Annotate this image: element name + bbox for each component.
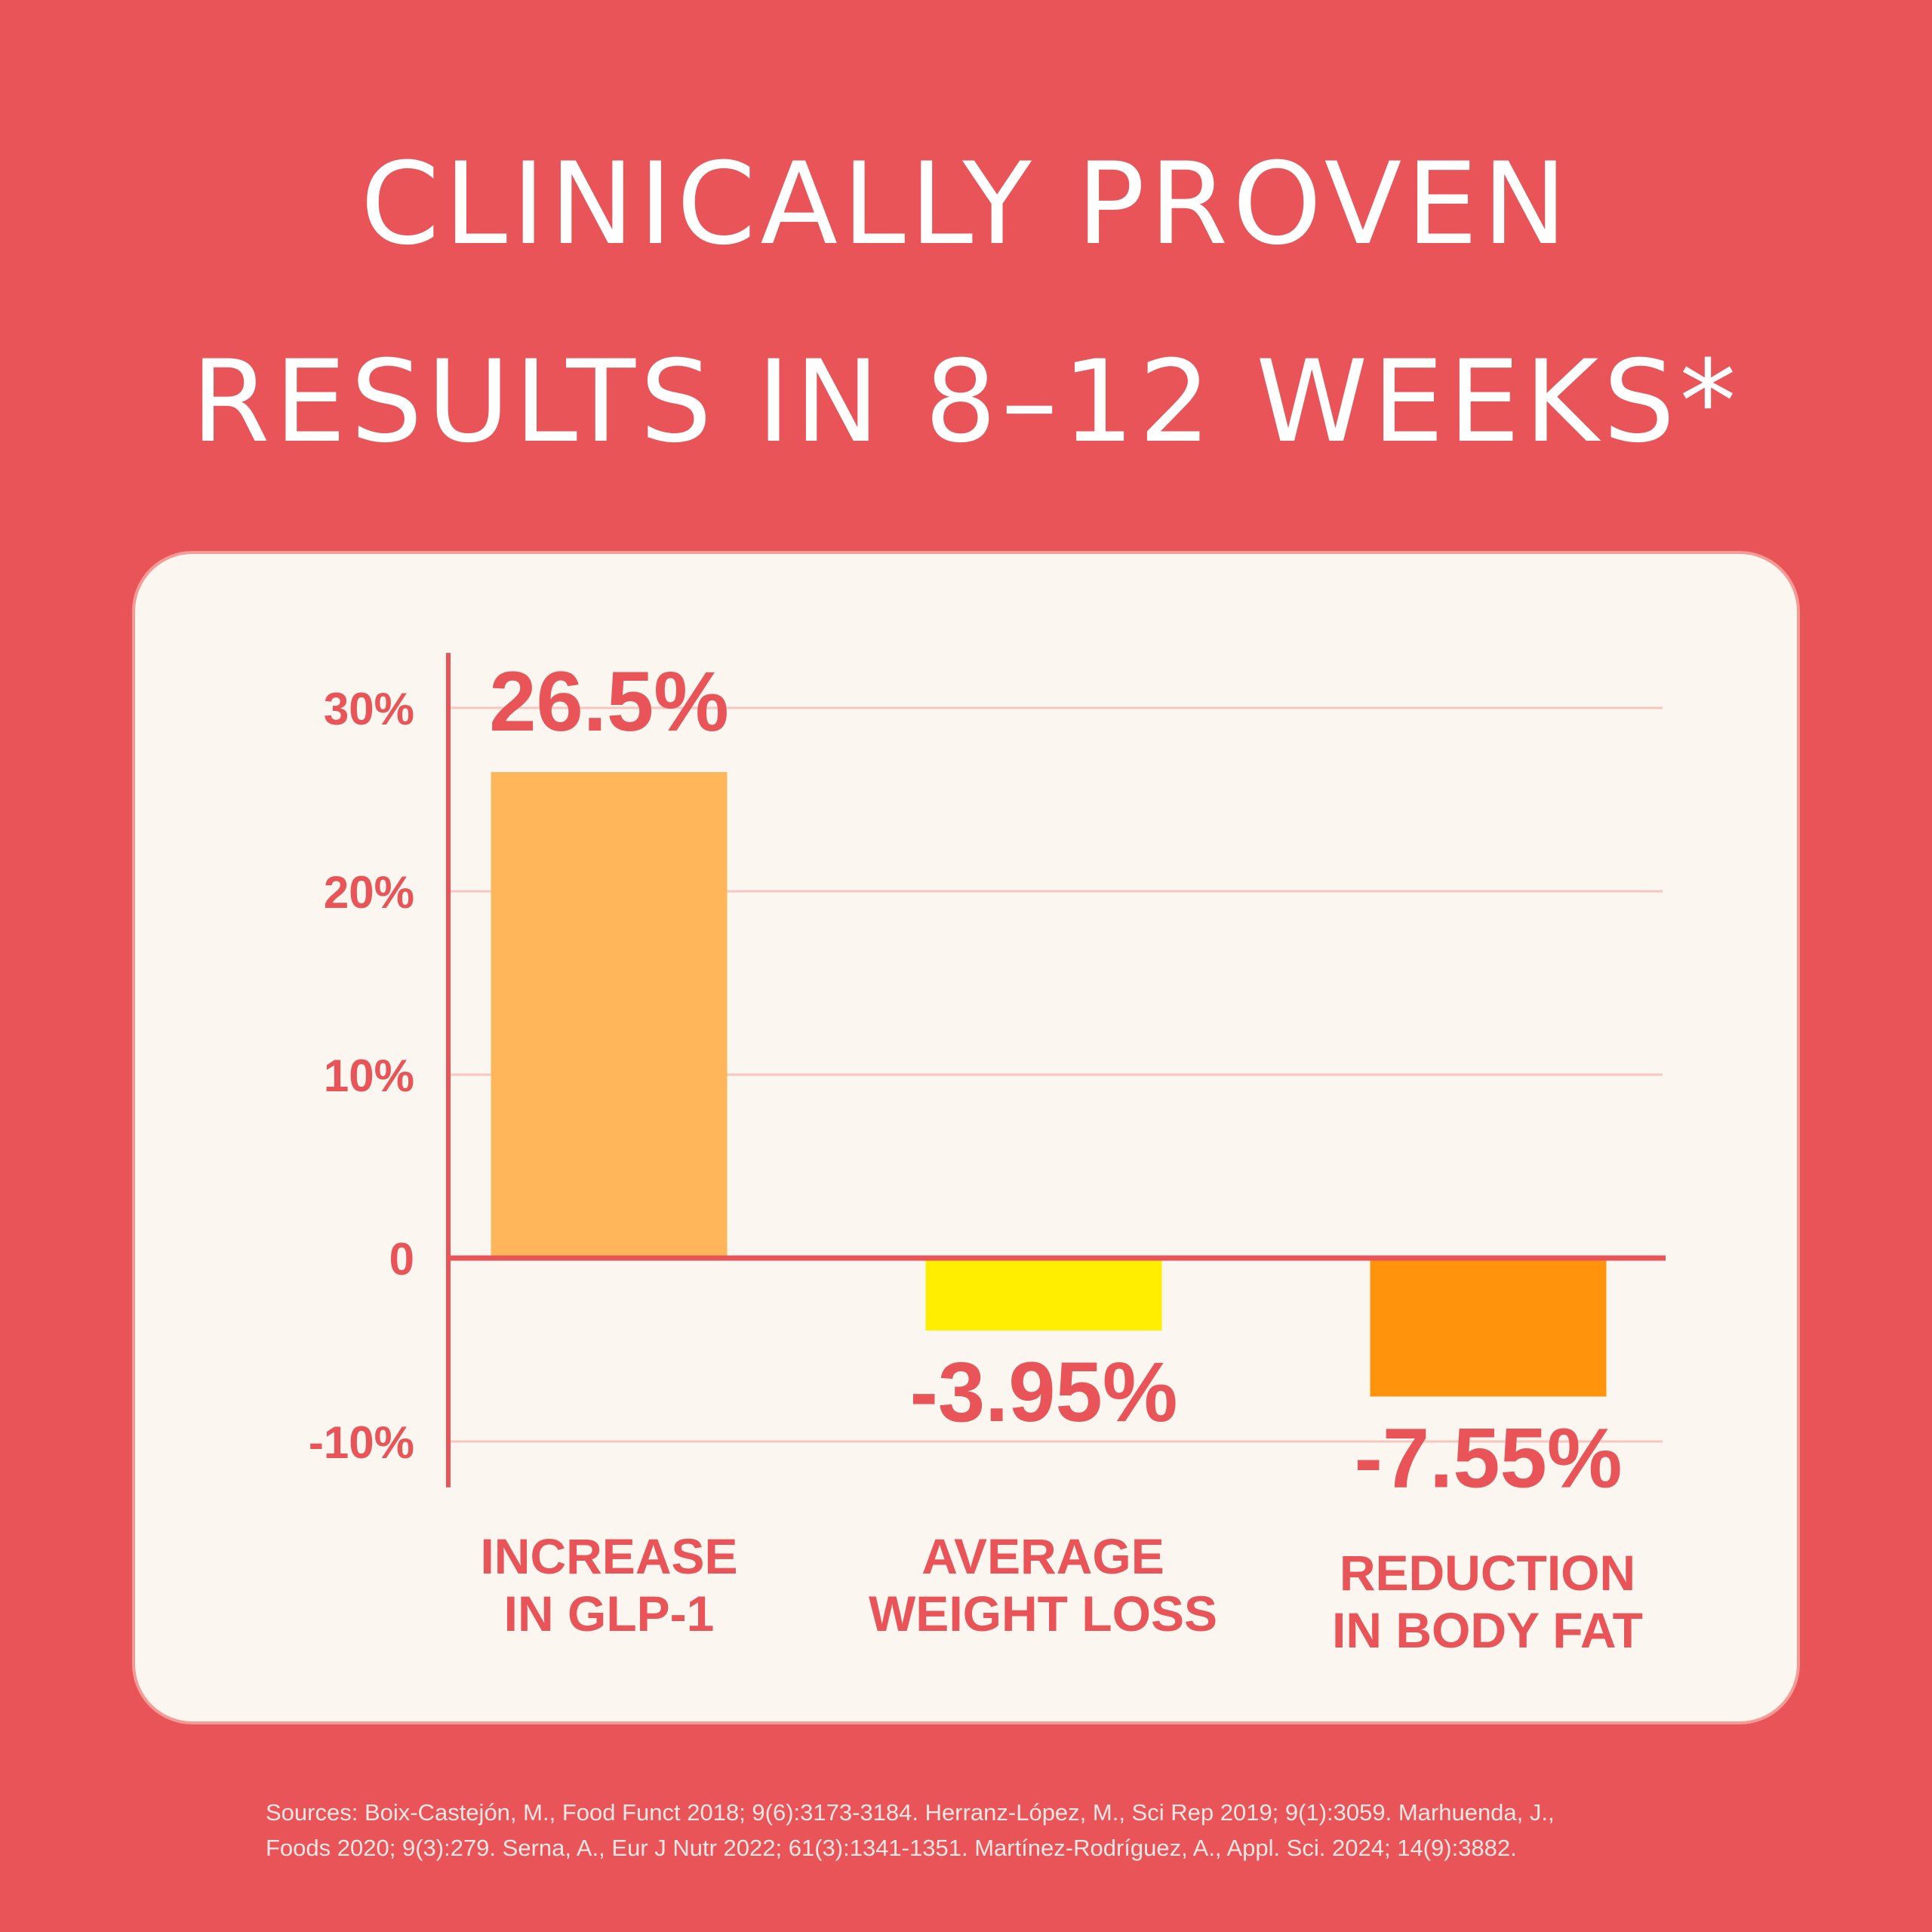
bar-2 (1370, 1258, 1607, 1397)
category-label-weight-loss-line-2: WEIGHT LOSS (869, 1586, 1217, 1641)
category-label-glp1-line-2: IN GLP-1 (503, 1586, 715, 1641)
category-label-glp1: INCREASE IN GLP-1 (413, 1527, 805, 1642)
data-label-2: -7.55% (1355, 1411, 1623, 1505)
category-label-weight-loss-line-1: AVERAGE (921, 1528, 1164, 1584)
bar-1 (925, 1258, 1162, 1331)
bar-0 (491, 772, 728, 1258)
sources-line-2: Foods 2020; 9(3):279. Serna, A., Eur J N… (266, 1835, 1517, 1861)
category-label-glp1-line-1: INCREASE (480, 1528, 738, 1584)
headline-line-1: Clinically proven (360, 139, 1572, 270)
y-tick-label-3: 0 (389, 1234, 414, 1284)
chart-card: 30% 20% 10% 0 -10% 26.5% -3.95% -7.55% INCREASE… (132, 551, 1800, 1724)
data-label-1: -3.95% (910, 1345, 1178, 1439)
data-label-0: 26.5% (489, 654, 729, 749)
bar-chart: 30% 20% 10% 0 -10% 26.5% -3.95% -7.55% (309, 653, 1666, 1505)
category-label-weight-loss: AVERAGE WEIGHT LOSS (847, 1527, 1239, 1642)
y-tick-label-4: -10% (309, 1417, 414, 1468)
y-tick-label-0: 30% (324, 684, 414, 734)
headline-line-2: results in 8–12 weeks* (191, 337, 1741, 468)
headline: Clinically proven results in 8–12 weeks* (0, 106, 1932, 501)
sources-line-1: Sources: Boix-Castejón, M., Food Funct 2… (266, 1799, 1555, 1826)
y-tick-label-1: 20% (324, 867, 414, 918)
category-label-body-fat-line-1: REDUCTION (1339, 1545, 1636, 1601)
sources-footnote: Sources: Boix-Castejón, M., Food Funct 2… (266, 1795, 1700, 1866)
y-tick-label-2: 10% (324, 1051, 414, 1101)
category-label-body-fat-line-2: IN BODY FAT (1332, 1602, 1643, 1658)
category-label-body-fat: REDUCTION IN BODY FAT (1291, 1544, 1684, 1659)
